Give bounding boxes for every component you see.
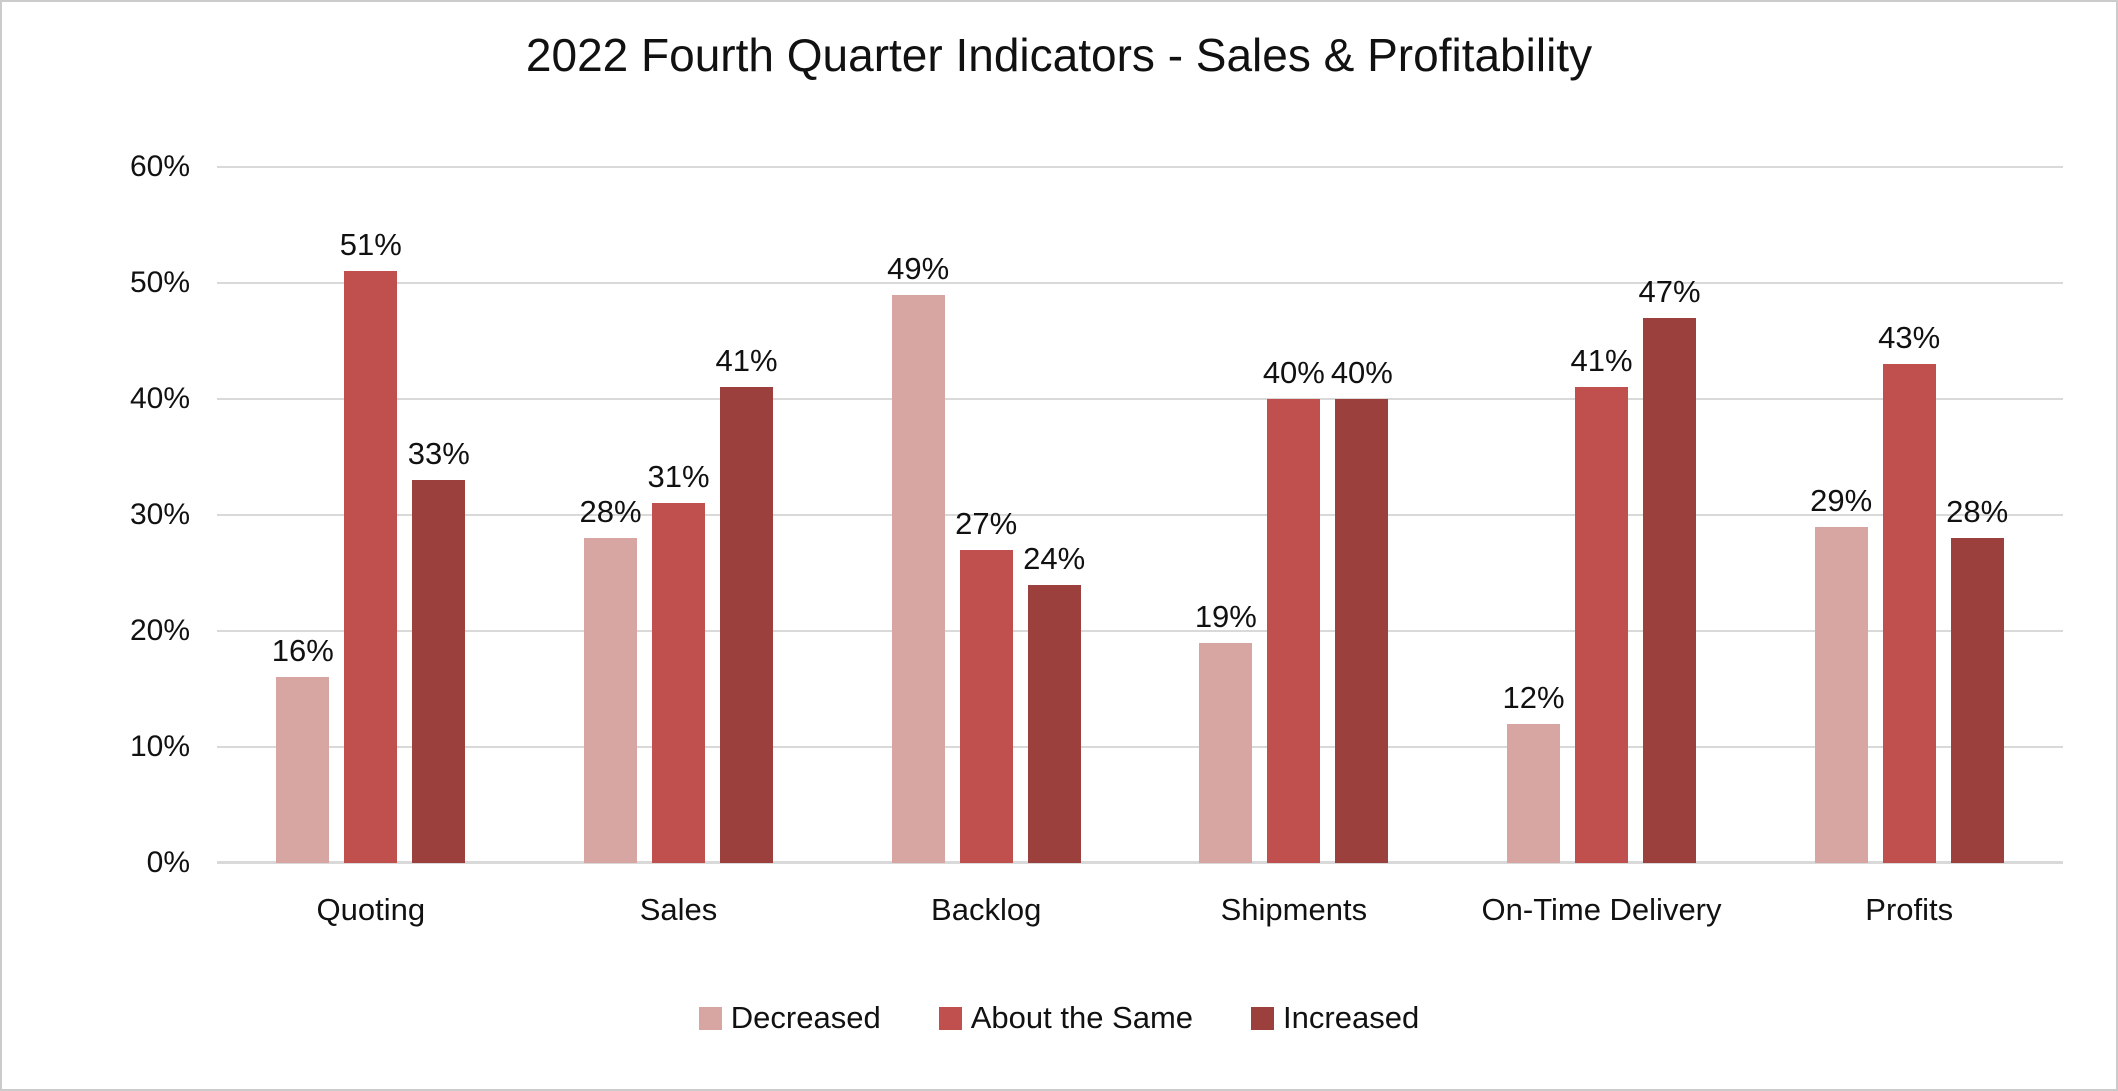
- data-label-on-time-delivery-about-the-same: 41%: [1570, 343, 1633, 379]
- data-label-quoting-decreased: 16%: [271, 633, 334, 669]
- y-tick-label-40: 40%: [129, 382, 190, 415]
- bar-sales-increased: 41%: [715, 343, 778, 863]
- legend-swatch-decreased: [698, 1006, 722, 1030]
- legend-item-about-the-same: About the Same: [938, 1000, 1194, 1036]
- data-label-shipments-increased: 40%: [1330, 355, 1393, 390]
- y-tick-label-30: 30%: [129, 498, 190, 531]
- x-axis-label-sales: Sales: [639, 892, 718, 927]
- x-axis-label-shipments: Shipments: [1220, 892, 1368, 927]
- gridline-20: [217, 630, 2063, 632]
- bar-on-time-delivery-about-the-same: 41%: [1570, 343, 1633, 863]
- y-tick-label-10: 10%: [129, 730, 190, 763]
- legend: Decreased About the Same Increased: [2, 1000, 2116, 1036]
- bar-profits-about-the-same: 43%: [1878, 320, 1940, 863]
- legend-label-increased: Increased: [1283, 1000, 1420, 1035]
- data-label-profits-increased: 28%: [1946, 494, 2009, 530]
- x-axis-labels: Quoting Sales Backlog Shipments On-Time Deli…: [217, 892, 2063, 928]
- category-group-sales: 28% 31% 41%: [525, 167, 833, 863]
- y-tick-label-20: 20%: [129, 614, 190, 647]
- y-tick-label-50: 50%: [129, 266, 190, 299]
- bar-profits-increased: 28%: [1946, 494, 2008, 863]
- bar-quoting-about-the-same: 51%: [340, 227, 402, 863]
- bar-sales-about-the-same: 31%: [647, 459, 710, 863]
- gridline-0: [217, 861, 2063, 864]
- category-group-profits: 29% 43% 28%: [1755, 167, 2063, 863]
- bar-quoting-increased: 33%: [408, 436, 470, 863]
- x-axis-label-quoting: Quoting: [316, 892, 426, 927]
- data-label-backlog-decreased: 49%: [887, 250, 950, 286]
- bar-groups: 16% 51% 33% 28% 31% 41% 49% 27% 24% 19% 40% 40% 12% 4…: [217, 167, 2063, 863]
- y-tick-label-60: 60%: [129, 150, 190, 183]
- gridline-60: [217, 166, 2063, 168]
- legend-label-decreased: Decreased: [730, 1000, 881, 1035]
- data-label-profits-about-the-same: 43%: [1878, 320, 1941, 356]
- bar-profits-decreased: 29%: [1810, 483, 1872, 863]
- data-label-sales-decreased: 28%: [579, 494, 642, 530]
- bar-shipments-increased: 40%: [1331, 355, 1393, 863]
- data-label-sales-about-the-same: 31%: [647, 459, 710, 495]
- category-group-quoting: 16% 51% 33%: [217, 167, 525, 863]
- legend-item-increased: Increased: [1251, 1000, 1419, 1036]
- category-group-on-time-delivery: 12% 41% 47%: [1448, 167, 1756, 863]
- category-group-backlog: 49% 27% 24%: [832, 167, 1140, 863]
- legend-swatch-about-the-same: [938, 1006, 962, 1030]
- data-label-quoting-about-the-same: 51%: [339, 227, 402, 263]
- bar-sales-decreased: 28%: [579, 494, 642, 863]
- data-label-backlog-about-the-same: 27%: [955, 505, 1018, 541]
- category-group-shipments: 19% 40% 40%: [1140, 167, 1448, 863]
- y-tick-label-0: 0%: [146, 846, 190, 879]
- bar-backlog-about-the-same: 27%: [955, 506, 1017, 863]
- bar-shipments-decreased: 19%: [1195, 599, 1257, 863]
- bar-backlog-decreased: 49%: [887, 251, 949, 863]
- chart-title: 2022 Fourth Quarter Indicators - Sales &…: [525, 29, 1593, 81]
- bar-shipments-about-the-same: 40%: [1263, 355, 1325, 863]
- data-label-backlog-increased: 24%: [1023, 540, 1086, 576]
- x-axis-label-backlog: Backlog: [931, 892, 1042, 927]
- bar-quoting-decreased: 16%: [272, 633, 334, 863]
- data-label-sales-increased: 41%: [715, 343, 778, 379]
- gridline-50: [217, 282, 2063, 284]
- legend-label-about-the-same: About the Same: [970, 1000, 1194, 1035]
- data-label-quoting-increased: 33%: [407, 436, 470, 472]
- gridline-40: [217, 398, 2063, 400]
- plot-area: 16% 51% 33% 28% 31% 41% 49% 27% 24% 19% 40% 40% 12% 4…: [217, 166, 2063, 864]
- gridline-10: [217, 746, 2063, 748]
- data-label-on-time-delivery-decreased: 12%: [1502, 679, 1565, 715]
- legend-swatch-increased: [1251, 1006, 1275, 1030]
- bar-backlog-increased: 24%: [1023, 541, 1085, 863]
- legend-item-decreased: Decreased: [698, 1000, 881, 1036]
- data-label-shipments-about-the-same: 40%: [1262, 355, 1325, 390]
- bar-on-time-delivery-decreased: 12%: [1502, 680, 1565, 863]
- data-label-profits-decreased: 29%: [1810, 482, 1873, 518]
- data-label-on-time-delivery-increased: 47%: [1638, 273, 1701, 309]
- data-label-shipments-decreased: 19%: [1194, 598, 1257, 634]
- gridline-30: [217, 514, 2063, 516]
- bar-on-time-delivery-increased: 47%: [1638, 274, 1701, 863]
- x-axis-label-profits: Profits: [1865, 892, 1954, 927]
- y-axis: 0% 10% 20% 30% 40% 50% 60%: [2, 152, 202, 878]
- x-axis-label-on-time-delivery: On-Time Delivery: [1481, 892, 1722, 927]
